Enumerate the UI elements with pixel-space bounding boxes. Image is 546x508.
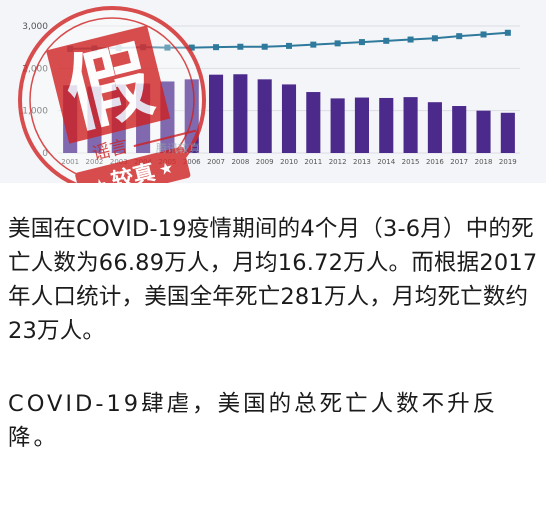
line-point xyxy=(286,42,292,49)
article-paragraph-2: COVID-19肆虐，美国的总死亡人数不升反降。 xyxy=(8,391,499,451)
bar xyxy=(330,98,345,153)
y-tick-label: 1,000 xyxy=(22,107,48,117)
x-tick-label: 2017 xyxy=(450,158,468,166)
fake-stamp: 假 谣言 ★ ★ 较真 腾讯较真 xyxy=(18,6,206,183)
line-point xyxy=(431,35,438,42)
bar xyxy=(257,79,272,153)
bar xyxy=(500,112,515,153)
stamp-main-box xyxy=(46,25,171,144)
y-tick-label: 3,000 xyxy=(22,22,48,32)
line-point xyxy=(213,44,220,51)
bar xyxy=(427,102,442,153)
x-tick-label: 2019 xyxy=(499,158,517,166)
bar xyxy=(379,97,394,153)
line-point xyxy=(237,43,244,50)
x-tick-label: 2002 xyxy=(86,158,104,166)
stamp-star-left: ★ xyxy=(91,174,110,183)
x-tick-label: 2001 xyxy=(61,158,79,166)
x-tick-label: 2014 xyxy=(377,158,395,166)
line-point xyxy=(407,36,414,43)
bar xyxy=(281,84,297,153)
bar xyxy=(209,74,224,153)
bar xyxy=(306,92,321,153)
line-point xyxy=(188,44,195,51)
x-tick-label: 2012 xyxy=(329,158,347,166)
article-paragraph-1: 美国在COVID-19疫情期间的4个月（3-6月）中的死亡人数为66.89万人，… xyxy=(8,216,538,344)
bar xyxy=(403,97,418,153)
x-tick-label: 2011 xyxy=(304,158,322,166)
line-point xyxy=(383,37,390,44)
x-tick-label: 2003 xyxy=(110,158,128,166)
line-point xyxy=(358,39,365,46)
bar xyxy=(452,106,467,153)
bar xyxy=(233,74,248,153)
watermark-text: 腾讯较真 xyxy=(156,141,200,155)
bar xyxy=(354,97,369,153)
x-tick-label: 2008 xyxy=(231,158,249,166)
bar xyxy=(476,110,491,153)
x-tick-label: 2016 xyxy=(426,158,444,166)
line-point xyxy=(261,43,268,50)
x-tick-label: 2009 xyxy=(256,158,274,166)
x-tick-label: 2007 xyxy=(207,158,225,166)
line-point xyxy=(480,31,487,38)
line-point xyxy=(456,33,463,40)
line-point xyxy=(504,29,511,36)
y-tick-label: 0 xyxy=(42,149,48,159)
x-tick-label: 2018 xyxy=(475,158,493,166)
x-tick-label: 2010 xyxy=(280,158,298,166)
article-body: 美国在COVID-19疫情期间的4个月（3-6月）中的死亡人数为66.89万人，… xyxy=(8,212,538,455)
x-tick-label: 2015 xyxy=(402,158,420,166)
x-tick-label: 2013 xyxy=(353,158,371,166)
line-point xyxy=(164,44,171,51)
stamp-star-right: ★ xyxy=(157,157,176,179)
line-point xyxy=(310,41,317,48)
x-tick-label: 2006 xyxy=(183,158,201,166)
line-point xyxy=(334,40,341,47)
